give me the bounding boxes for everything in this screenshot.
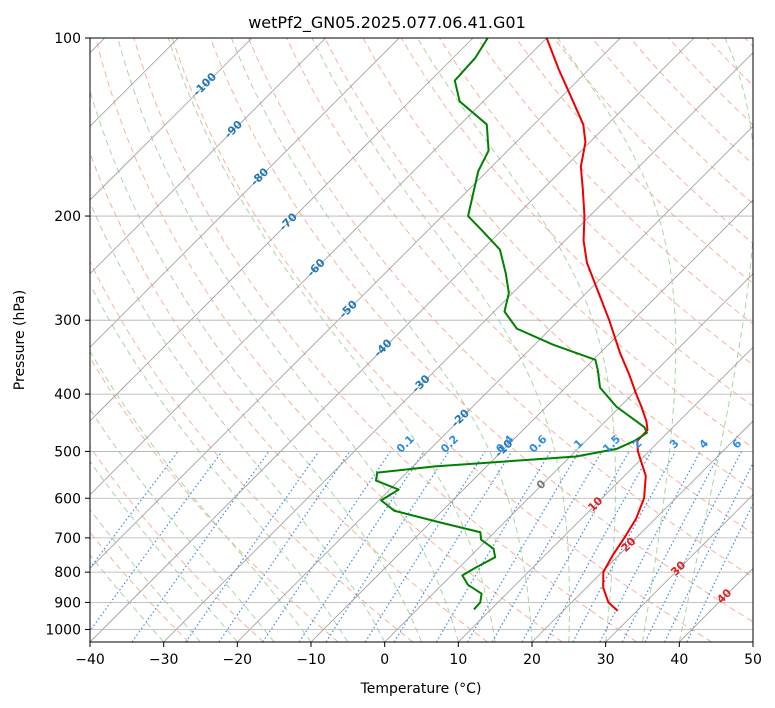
dry-adiabat-line <box>209 38 753 623</box>
moist-adiabat-line <box>90 554 165 642</box>
x-tick-label: −20 <box>223 652 253 668</box>
mixing-ratio-line <box>298 451 425 642</box>
isotherm-line <box>90 38 253 201</box>
x-tick-label: 40 <box>670 652 688 668</box>
mixing-ratio-line <box>545 451 652 642</box>
y-axis-title: Pressure (hPa) <box>12 290 28 390</box>
dry-adiabat-line <box>90 356 339 642</box>
moist-adiabat-line <box>90 460 238 642</box>
mixing-ratio-line <box>644 451 743 642</box>
x-tick-label: −40 <box>75 652 105 668</box>
isotherm-line <box>458 346 753 642</box>
isotherm-line <box>90 38 474 422</box>
dewpoint-line <box>374 38 648 611</box>
mixing-ratio-line <box>521 451 630 642</box>
isotherm-line <box>90 38 326 275</box>
moist-adiabat-line <box>90 283 349 642</box>
y-tick-label: 700 <box>54 531 81 547</box>
x-tick-label: −30 <box>149 652 179 668</box>
x-tick-label: 0 <box>380 652 389 668</box>
isotherm-line <box>163 52 753 642</box>
y-tick-label: 400 <box>54 387 81 403</box>
isotherm-line <box>384 273 753 642</box>
mixing-ratio-line <box>218 451 351 642</box>
isotherm-line <box>531 420 753 642</box>
mixing-ratio-line <box>572 451 677 642</box>
dry-adiabats <box>90 38 753 642</box>
x-tick-label: 10 <box>449 652 467 668</box>
mixing-ratio-line <box>185 451 320 642</box>
y-tick-label: 800 <box>54 565 81 581</box>
mixing-ratio-line <box>325 451 450 642</box>
x-tick-label: −10 <box>296 652 326 668</box>
moist-adiabat-line <box>167 38 496 642</box>
moist-adiabat-line <box>90 508 201 642</box>
isotherm-line <box>90 38 547 496</box>
moist-adiabat-line <box>417 38 617 642</box>
y-tick-label: 300 <box>54 313 81 329</box>
dry-adiabat-line <box>90 445 264 642</box>
mixing-ratio-lines <box>90 451 753 642</box>
y-tick-label: 900 <box>54 595 81 611</box>
mixing-ratio-line <box>262 451 391 642</box>
dry-adiabat-line <box>90 260 414 642</box>
dry-adiabat-line <box>286 38 753 534</box>
y-tick-label: 500 <box>54 444 81 460</box>
x-axis-ticks: −40 −30 −20 −10 0 10 20 30 40 50 <box>75 642 762 668</box>
sounding-series <box>374 38 649 612</box>
moist-adiabat-line <box>557 38 677 642</box>
moist-adiabat-line <box>90 200 386 642</box>
y-tick-label: 100 <box>54 31 81 47</box>
moist-adiabat-line <box>90 408 275 642</box>
temperature-line <box>545 38 649 612</box>
mixing-ratio-line <box>90 451 179 570</box>
isotherm-line <box>90 38 621 569</box>
y-tick-label: 1000 <box>45 622 81 638</box>
dry-adiabat-line <box>248 38 753 578</box>
dry-adiabat-line <box>95 38 563 642</box>
mixing-ratio-line <box>90 451 223 632</box>
isotherm-line <box>90 38 695 642</box>
pressure-gridlines <box>90 38 753 630</box>
dry-adiabat-line <box>515 38 753 285</box>
isotherm-line <box>237 125 753 642</box>
moist-adiabat-line <box>90 89 422 642</box>
x-tick-label: 20 <box>523 652 541 668</box>
moist-adiabats <box>90 38 753 642</box>
x-tick-label: 30 <box>597 652 615 668</box>
isotherm-line <box>310 199 753 642</box>
y-axis-ticks: 1000 900 800 700 600 500 400 300 200 100 <box>45 31 90 638</box>
x-axis-title: Temperature (°C) <box>360 681 482 697</box>
plot-frame <box>89 37 754 643</box>
x-tick-label: 50 <box>744 652 762 668</box>
y-tick-label: 600 <box>54 491 81 507</box>
mixing-ratio-line <box>664 462 753 642</box>
dry-adiabat-line <box>133 38 638 642</box>
mixing-ratio-line <box>393 451 513 642</box>
isotherm-line <box>90 38 400 348</box>
isotherm-line <box>605 494 753 642</box>
moist-adiabat-line <box>678 38 753 642</box>
moist-adiabat-line <box>311 38 570 642</box>
chart-title: wetPf2_GN05.2025.077.06.41.G01 <box>248 13 526 33</box>
moist-adiabat-line <box>230 38 533 642</box>
mixing-ratio-line <box>621 451 722 642</box>
dry-adiabat-line <box>171 38 712 642</box>
isotherms <box>90 38 753 642</box>
dry-adiabat-line <box>324 38 753 491</box>
plot-area: -100-90-80-70-60-50-40-30-20-1000.1 0.2 0.… <box>90 38 753 642</box>
y-tick-label: 200 <box>54 209 81 225</box>
